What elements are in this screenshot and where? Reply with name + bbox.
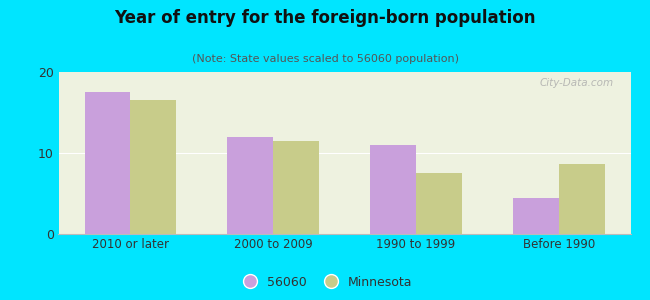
Text: (Note: State values scaled to 56060 population): (Note: State values scaled to 56060 popu… bbox=[192, 54, 458, 64]
Legend: 56060, Minnesota: 56060, Minnesota bbox=[233, 271, 417, 294]
Bar bbox=[416, 173, 462, 234]
Bar bbox=[273, 141, 318, 234]
Bar bbox=[130, 100, 176, 234]
Bar bbox=[559, 164, 604, 234]
Text: Year of entry for the foreign-born population: Year of entry for the foreign-born popul… bbox=[114, 9, 536, 27]
Bar bbox=[227, 137, 273, 234]
Bar bbox=[84, 92, 130, 234]
Bar bbox=[370, 145, 416, 234]
Bar bbox=[513, 198, 559, 234]
Text: City-Data.com: City-Data.com bbox=[540, 79, 614, 88]
